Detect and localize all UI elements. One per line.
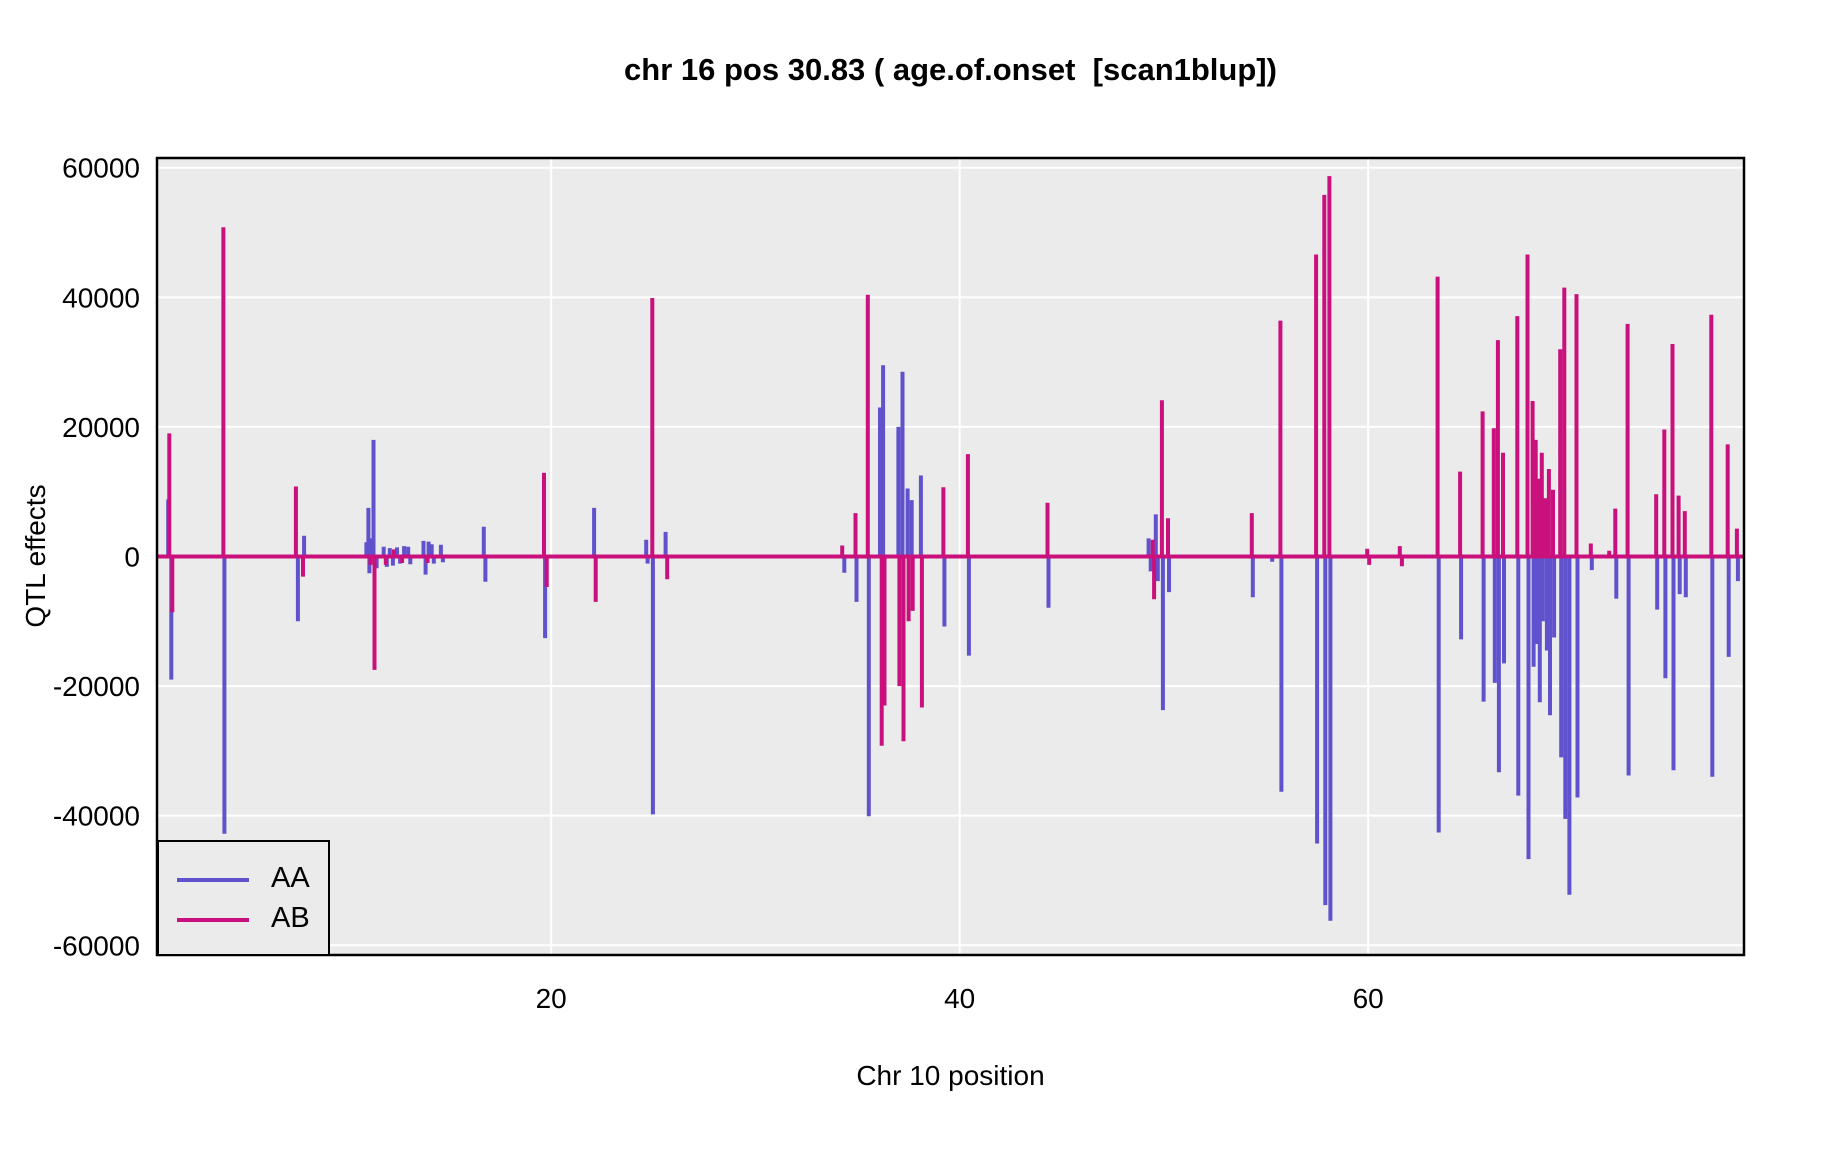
legend-entry-aa: AA (159, 860, 328, 900)
ab-line-swatch (177, 918, 249, 922)
legend-label-ab: AB (271, 902, 310, 934)
x-tick-label: 40 (944, 983, 975, 1014)
panel-border (155, 156, 1746, 957)
series-ab (157, 176, 1744, 746)
aa-line-swatch (177, 878, 249, 882)
y-tick-label: -20000 (53, 671, 140, 702)
y-tick-label: 0 (124, 542, 140, 573)
y-tick-label: 40000 (62, 282, 140, 313)
legend-label-aa: AA (271, 862, 310, 894)
legend: AA AB (157, 840, 330, 956)
y-tick-label: 60000 (62, 153, 140, 184)
chart-title: chr 16 pos 30.83 ( age.of.onset [scan1bl… (624, 52, 1277, 87)
y-tick-label: -40000 (53, 801, 140, 832)
y-axis-title: QTL effects (20, 484, 51, 628)
x-tick-label: 20 (536, 983, 567, 1014)
x-axis-title: Chr 10 position (856, 1060, 1045, 1091)
y-tick-label: 20000 (62, 412, 140, 443)
x-tick-label: 60 (1353, 983, 1384, 1014)
legend-entry-ab: AB (159, 900, 328, 940)
y-tick-label: -60000 (53, 930, 140, 961)
